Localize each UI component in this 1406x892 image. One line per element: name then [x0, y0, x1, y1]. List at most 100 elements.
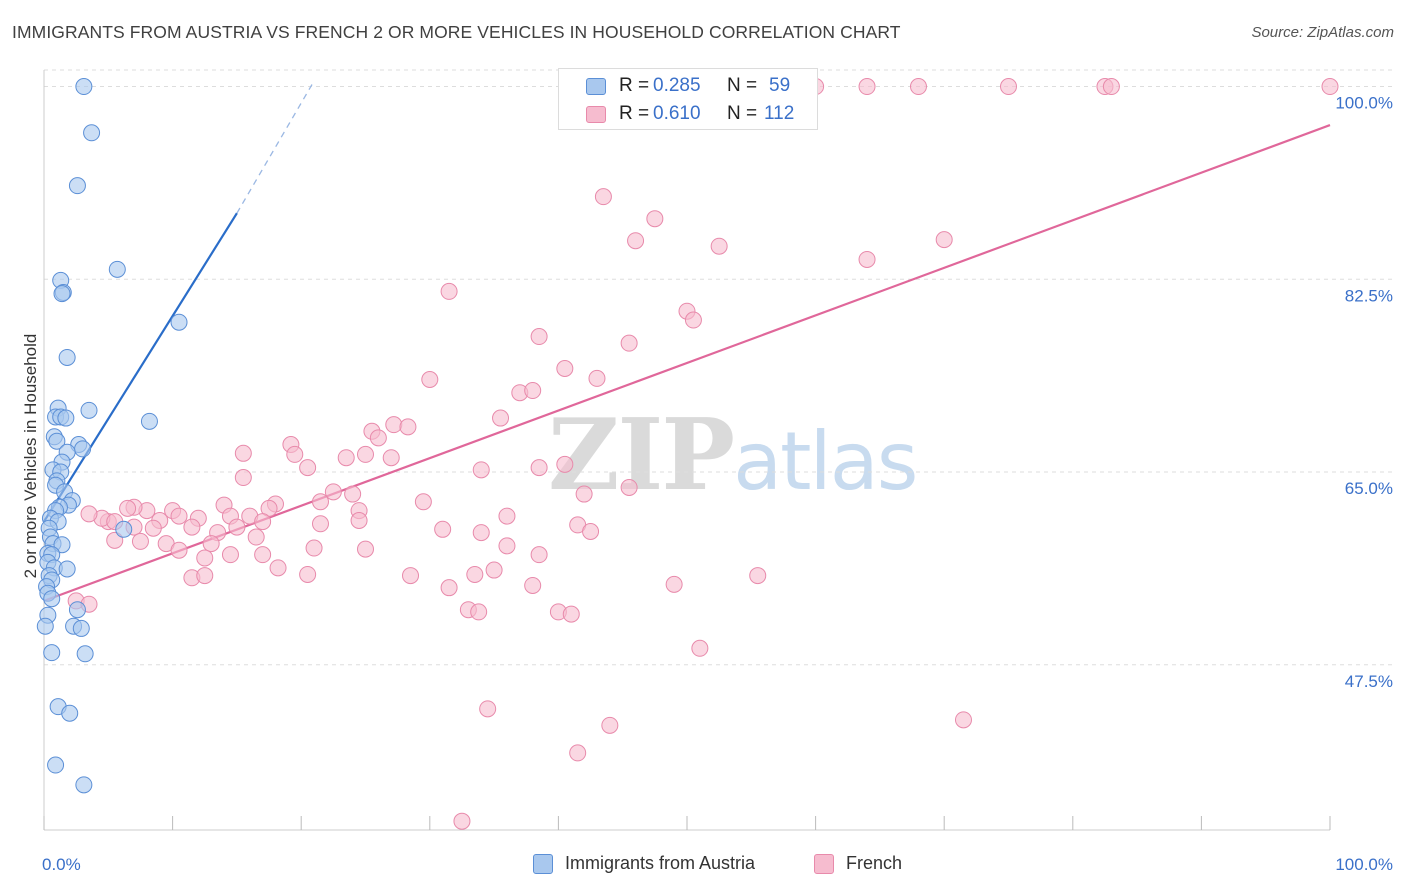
point-french: [350, 511, 368, 529]
point-french: [299, 459, 317, 477]
y-tick-label: 82.5%: [1345, 286, 1393, 305]
point-french: [183, 518, 201, 536]
point-austria: [47, 756, 65, 774]
legend-n-label: N =: [727, 103, 758, 124]
point-french: [234, 444, 252, 462]
point-austria: [58, 348, 76, 366]
point-french: [337, 449, 355, 467]
bottom-legend-label-french: French: [846, 853, 903, 873]
point-french: [909, 78, 927, 96]
points-french: [67, 78, 1339, 830]
point-french: [131, 532, 149, 550]
point-french: [144, 519, 162, 537]
point-french: [385, 416, 403, 434]
legend-swatch-austria: [586, 78, 606, 95]
point-french: [556, 455, 574, 473]
point-french: [453, 812, 471, 830]
point-french: [286, 445, 304, 463]
point-french: [594, 188, 612, 206]
y-tick-label: 65.0%: [1345, 479, 1393, 498]
y-tick-label: 47.5%: [1345, 672, 1393, 691]
point-french: [485, 561, 503, 579]
point-french: [582, 523, 600, 541]
point-austria: [68, 601, 86, 619]
point-french: [749, 567, 767, 585]
point-french: [357, 445, 374, 463]
grid-lines: [44, 69, 1395, 666]
point-french: [472, 461, 490, 479]
point-austria: [140, 412, 158, 430]
point-austria: [83, 124, 101, 142]
point-french: [569, 744, 587, 762]
point-french: [80, 505, 98, 523]
y-tick-labels: 47.5% 65.0% 82.5% 100.0%: [1335, 94, 1393, 691]
point-austria: [75, 78, 93, 96]
legend-n-value: 59: [769, 75, 791, 96]
point-french: [254, 513, 272, 531]
point-french: [588, 369, 606, 387]
point-french: [119, 499, 137, 517]
point-austria: [57, 409, 75, 427]
point-austria: [61, 704, 79, 722]
points-austria: [36, 78, 188, 794]
point-french: [269, 559, 287, 577]
point-french: [858, 250, 876, 268]
point-french: [106, 531, 124, 549]
point-austria: [68, 177, 86, 195]
point-austria: [115, 520, 133, 538]
point-french: [858, 78, 876, 96]
point-french: [170, 507, 188, 525]
point-french: [369, 429, 387, 447]
watermark-atlas: atlas: [733, 415, 918, 508]
point-french: [228, 518, 246, 536]
legend-n-label: N =: [727, 75, 758, 96]
point-french: [575, 485, 593, 503]
point-french: [627, 232, 645, 250]
bottom-legend-swatch-french: [814, 854, 834, 874]
point-french: [202, 535, 220, 553]
point-french: [530, 546, 548, 564]
point-french: [324, 483, 342, 501]
trend-line-austria-dashed: [236, 80, 315, 214]
point-french: [710, 237, 728, 255]
point-french: [414, 493, 432, 511]
y-tick-label: 100.0%: [1335, 94, 1393, 113]
bottom-legend-label-austria: Immigrants from Austria: [565, 853, 756, 873]
x-tick-label-max: 100.0%: [1335, 855, 1393, 874]
point-french: [498, 507, 516, 525]
point-french: [170, 541, 188, 559]
point-french: [472, 524, 490, 542]
point-austria: [58, 560, 76, 578]
point-french: [1102, 78, 1120, 96]
point-french: [691, 639, 709, 657]
point-french: [402, 567, 420, 585]
point-french: [530, 328, 548, 346]
legend-r-value: 0.610: [653, 103, 701, 124]
bottom-legend: Immigrants from Austria French: [0, 852, 1406, 878]
chart-title: IMMIGRANTS FROM AUSTRIA VS FRENCH 2 OR M…: [12, 22, 901, 42]
point-french: [299, 565, 317, 583]
point-french: [954, 711, 972, 729]
point-austria: [74, 440, 92, 458]
point-french: [440, 282, 458, 300]
legend-r-value: 0.285: [653, 75, 701, 96]
point-french: [305, 539, 323, 557]
point-french: [684, 311, 702, 329]
point-french: [646, 210, 664, 228]
point-french: [234, 469, 252, 487]
legend: R = 0.285 N = 59 R = 0.610 N = 112: [558, 68, 818, 130]
x-tick-label-min: 0.0%: [42, 855, 81, 874]
point-austria: [80, 401, 98, 419]
point-french: [196, 549, 214, 567]
point-french: [620, 478, 638, 496]
legend-swatch-french: [586, 106, 606, 123]
point-austria: [43, 644, 61, 662]
point-austria: [72, 619, 90, 637]
point-french: [1000, 78, 1017, 96]
point-austria: [76, 645, 94, 663]
point-french: [254, 546, 272, 564]
trend-line-austria: [43, 80, 315, 523]
point-french: [221, 546, 239, 564]
point-austria: [170, 313, 188, 331]
